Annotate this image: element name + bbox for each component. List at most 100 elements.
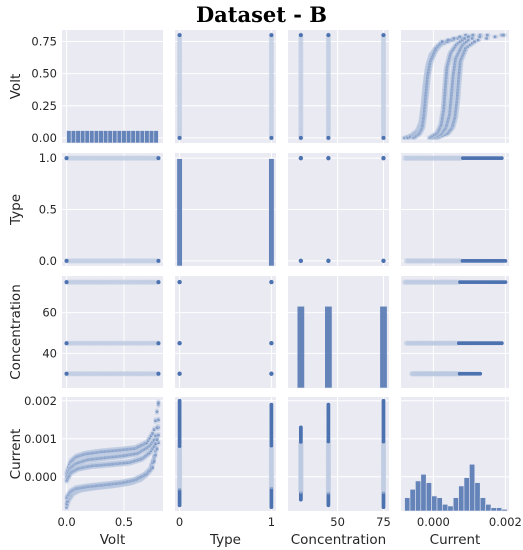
histogram-bar-current (425, 482, 432, 512)
point-strip-end (177, 135, 182, 140)
point-volt-current (478, 34, 484, 39)
panel-background (288, 30, 389, 143)
histogram-bar-volt (80, 130, 86, 144)
panel-background (175, 276, 276, 388)
histogram-bar-current (415, 480, 422, 512)
point-strip-end (381, 33, 386, 38)
point-strip-end (298, 135, 303, 140)
panel-background (175, 397, 276, 511)
point-current-volt (156, 416, 161, 421)
point-strip-end (64, 371, 69, 376)
histogram-bar-volt (112, 130, 118, 144)
panel-background (62, 30, 163, 143)
x-tick-label-current: 0.000 (417, 515, 450, 529)
x-tick-label-volt: 0.0 (57, 515, 75, 529)
histogram-bar-volt (121, 130, 127, 144)
point-volt-current (502, 32, 507, 38)
point-volt-current (452, 36, 458, 41)
x-tick-label-concentration: 75 (376, 515, 391, 529)
point-type-current (503, 258, 508, 263)
y-tick-label-type: 1.0 (39, 151, 57, 165)
point-strip-end (326, 33, 331, 38)
point-strip-end (269, 135, 274, 140)
chart-title: Dataset - B (195, 2, 328, 27)
point-strip-end (177, 33, 182, 38)
y-tick-label-volt: 0.25 (31, 99, 57, 113)
point-volt-current (441, 39, 446, 44)
histogram-bar-volt (66, 130, 72, 144)
panel-type-vs-type (175, 153, 276, 266)
y-tick-label-volt: 0.00 (31, 131, 57, 145)
histogram-bar-concentration (296, 305, 305, 389)
point-volt-current (486, 32, 491, 38)
y-axis-label-type: Type (8, 194, 24, 226)
point-current-volt (151, 457, 157, 463)
panel-current-vs-concentration (288, 397, 389, 511)
panel-background (401, 276, 509, 388)
histogram-bar-current (463, 477, 470, 512)
point-concentration-type (177, 279, 182, 285)
y-tick-label-concentration: 40 (42, 346, 57, 360)
histogram-bar-current (458, 485, 465, 512)
histogram-bar-type (176, 158, 183, 267)
point-strip-end (64, 258, 69, 263)
histogram-bar-volt (116, 130, 122, 144)
y-tick-label-volt: 0.75 (31, 35, 57, 49)
y-tick-label-current: 0.000 (24, 470, 57, 484)
point-current-concentration (298, 425, 303, 430)
histogram-bar-current (485, 504, 492, 512)
point-strip-end (381, 135, 386, 140)
x-axis-label-current: Current (430, 532, 481, 548)
point-strip-end (156, 156, 161, 161)
point-concentration-type (269, 371, 274, 376)
point-volt-current (494, 34, 499, 39)
panel-volt-vs-type (175, 30, 276, 143)
point-volt-current (471, 32, 477, 38)
histogram-bar-volt (89, 130, 95, 144)
point-type-concentration (381, 258, 386, 264)
histogram-bar-current (452, 497, 459, 512)
point-strip-end (269, 33, 274, 38)
histogram-bar-current (409, 488, 416, 512)
panel-concentration-vs-type (175, 276, 276, 388)
histogram-bar-concentration (324, 305, 333, 389)
y-axis-label-current: Current (8, 429, 24, 480)
histogram-bar-concentration (379, 305, 388, 389)
histogram-bar-volt (93, 130, 100, 144)
x-tick-label-type: 0 (176, 515, 183, 529)
point-strip-end (156, 341, 161, 346)
histogram-bar-volt (125, 130, 132, 144)
histogram-bar-volt (139, 130, 145, 144)
point-current-volt (154, 424, 160, 429)
point-strip-end (64, 280, 69, 285)
point-current-concentration (381, 398, 386, 403)
histogram-bar-current (501, 509, 508, 512)
point-current-volt (156, 399, 161, 404)
histogram-bar-volt (130, 130, 136, 144)
histogram-bar-volt (135, 130, 141, 144)
y-axis-label-concentration: Concentration (8, 284, 24, 380)
histogram-bar-current (431, 495, 438, 512)
x-axis-label-concentration: Concentration (291, 532, 387, 548)
histogram-bar-volt (153, 130, 159, 144)
point-current-volt (156, 431, 161, 437)
y-axis-label-volt: Volt (8, 74, 24, 100)
point-current-volt (153, 451, 158, 457)
point-concentration-type (269, 279, 274, 285)
point-type-current (499, 156, 504, 161)
x-tick-label-type: 1 (268, 515, 275, 529)
x-tick-label-current: 0.002 (489, 515, 522, 529)
y-tick-label-volt: 0.50 (31, 67, 57, 81)
panel-type-vs-concentration (288, 153, 389, 266)
histogram-bar-volt (98, 130, 104, 144)
point-type-concentration (326, 155, 331, 161)
point-strip-end (326, 135, 331, 140)
point-concentration-current (499, 341, 504, 346)
panel-volt-vs-volt (62, 30, 163, 143)
histogram-bar-current (447, 505, 454, 512)
point-strip-end (64, 341, 69, 346)
histogram-bar-volt (84, 130, 90, 144)
panel-type-vs-volt (62, 153, 163, 266)
